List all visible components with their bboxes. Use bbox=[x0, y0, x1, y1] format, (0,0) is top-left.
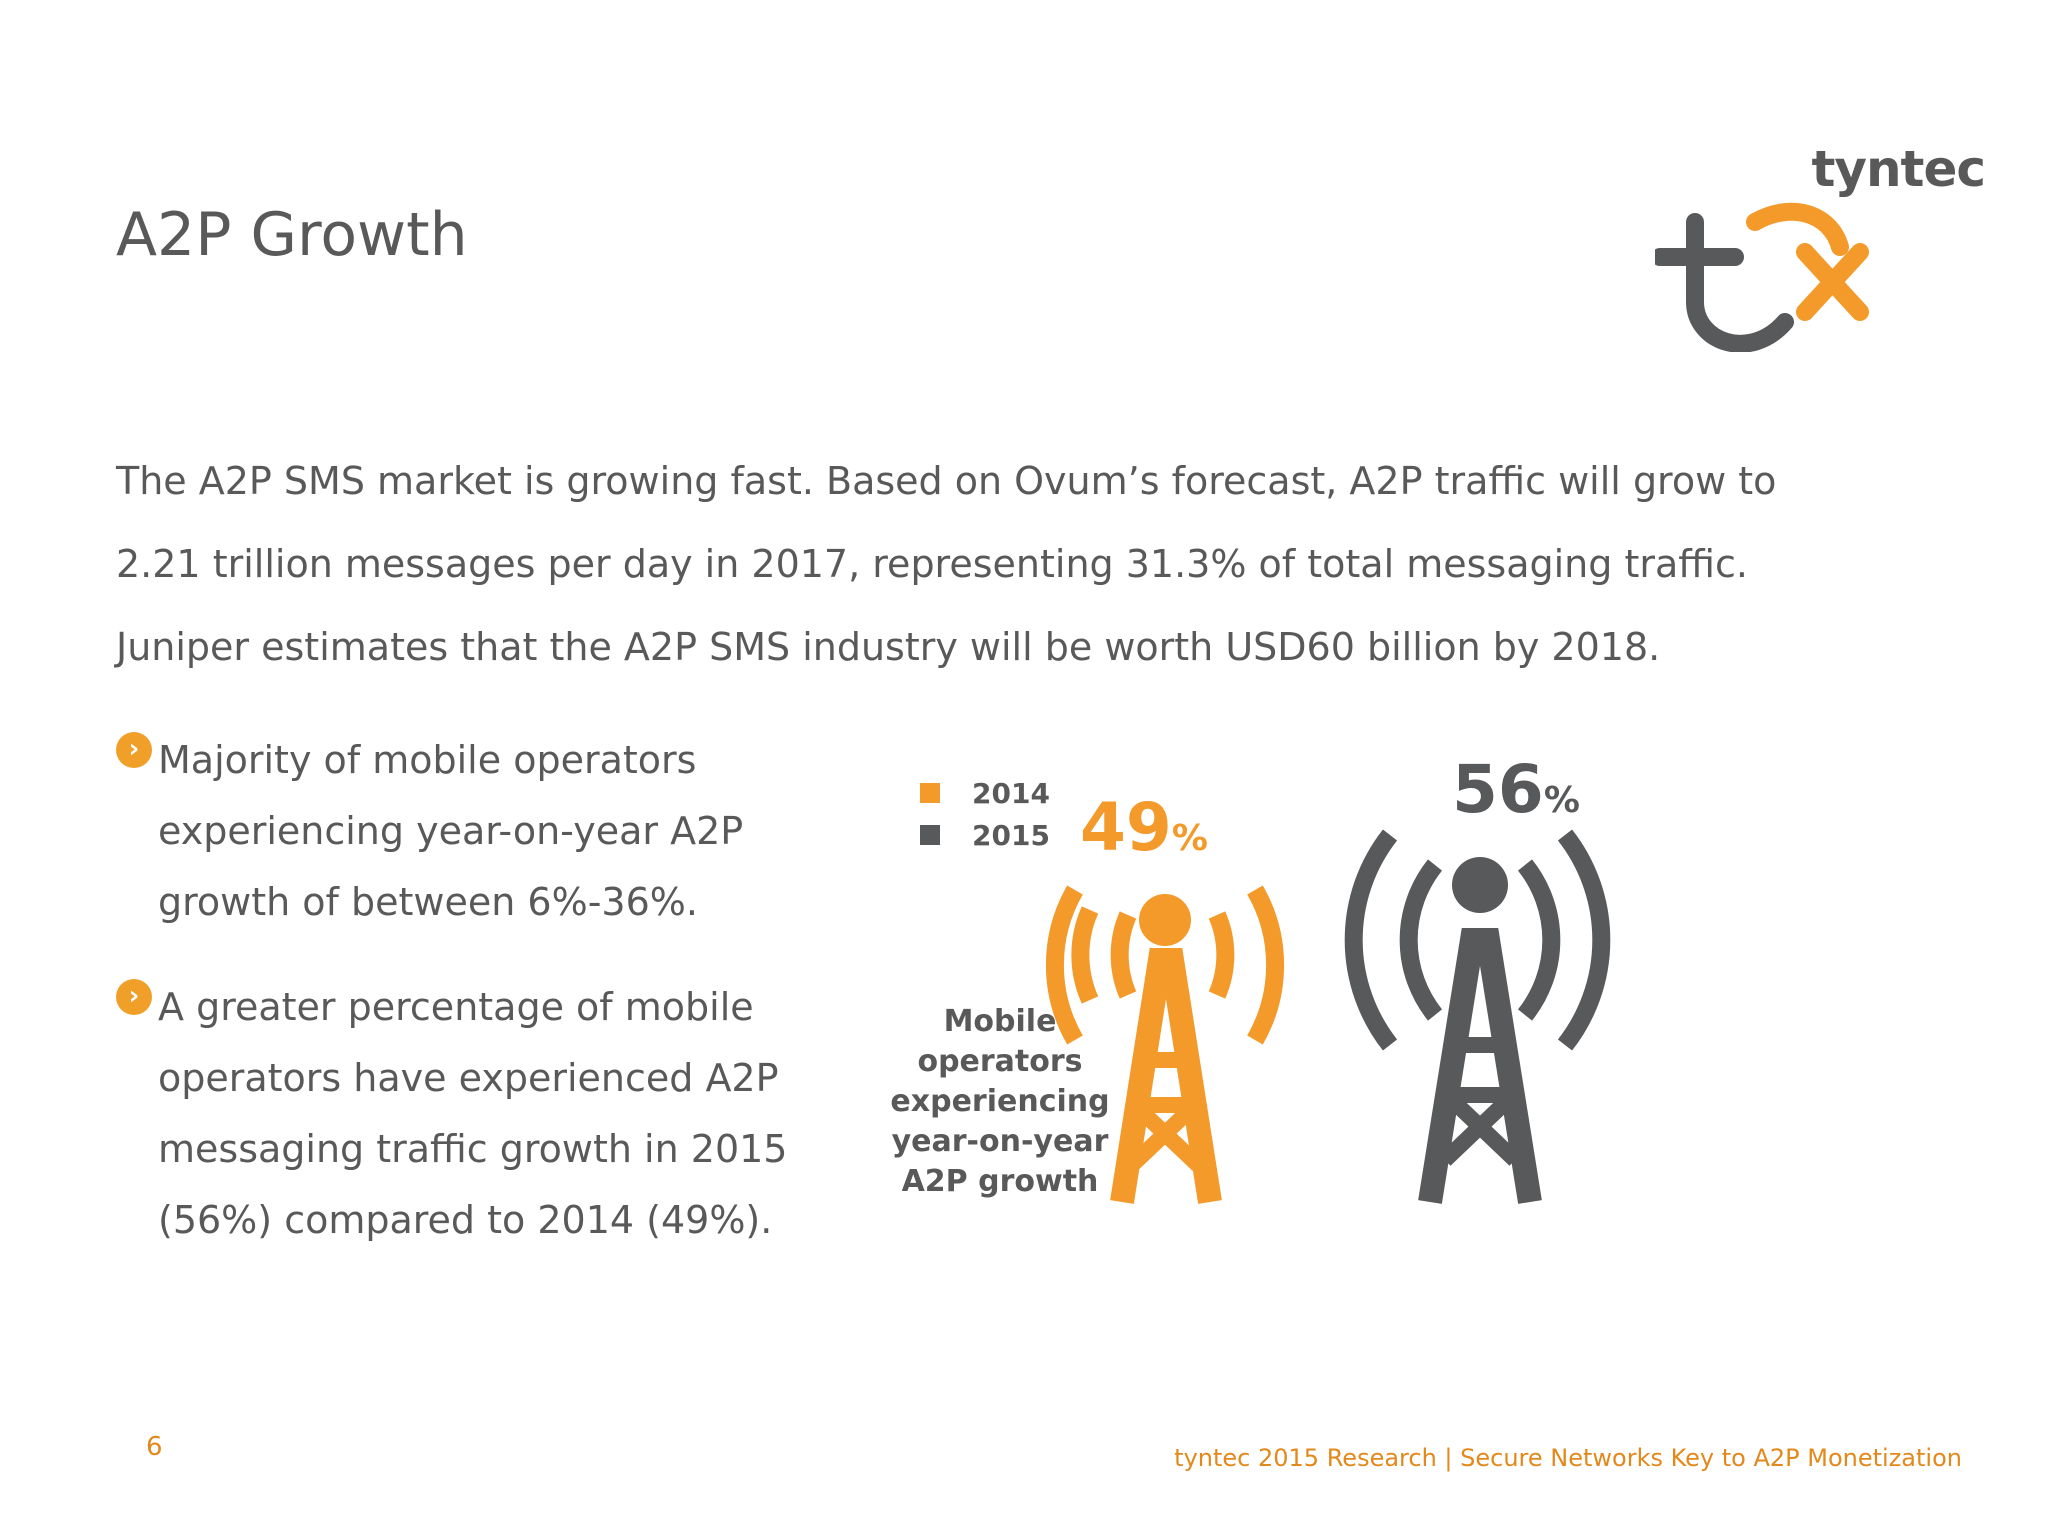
bullet-text: A greater percentage of mobile operators… bbox=[158, 985, 788, 1242]
infographic-caption: Mobile operators experiencing year-on-ye… bbox=[880, 1002, 1120, 1202]
legend: 2014 2015 bbox=[920, 772, 1050, 856]
percentage-2015: 56% bbox=[1452, 751, 1580, 828]
legend-item-2014: 2014 bbox=[920, 772, 1050, 814]
legend-label: 2015 bbox=[972, 818, 1050, 852]
chevron-right-circle-icon: › bbox=[116, 732, 152, 768]
unit-2015: % bbox=[1544, 780, 1580, 821]
footer-text: tyntec 2015 Research | Secure Networks K… bbox=[1174, 1444, 1962, 1472]
value-2015: 56 bbox=[1452, 751, 1544, 828]
caption-line: A2P growth bbox=[901, 1164, 1099, 1199]
intro-line: The A2P SMS market is growing fast. Base… bbox=[116, 459, 1777, 503]
tyntec-tx-logo-icon bbox=[1655, 202, 1869, 352]
bullet-item: › Majority of mobile operators experienc… bbox=[116, 725, 796, 938]
bullet-text: Majority of mobile operators experiencin… bbox=[158, 738, 744, 924]
caption-line: Mobile bbox=[943, 1004, 1057, 1039]
radio-tower-icon bbox=[1344, 829, 1611, 1204]
percentage-2014: 49% bbox=[1080, 789, 1208, 866]
slide-title: A2P Growth bbox=[116, 200, 468, 270]
bullet-list: › Majority of mobile operators experienc… bbox=[116, 725, 796, 1290]
radio-tower-icon bbox=[1045, 885, 1285, 1204]
chevron-right-circle-icon: › bbox=[116, 979, 152, 1015]
towers-graphic: 49% 56% bbox=[1045, 751, 1611, 1204]
intro-line: 2.21 trillion messages per day in 2017, … bbox=[116, 542, 1748, 586]
bullet-item: › A greater percentage of mobile operato… bbox=[116, 972, 796, 1256]
caption-line: operators bbox=[917, 1044, 1083, 1079]
caption-line: year-on-year bbox=[891, 1124, 1109, 1159]
legend-item-2015: 2015 bbox=[920, 814, 1050, 856]
a2p-growth-infographic: 2014 2015 Mobile operators experiencing … bbox=[860, 740, 1700, 1230]
legend-swatch bbox=[920, 825, 940, 845]
caption-line: experiencing bbox=[890, 1084, 1110, 1119]
intro-paragraph: The A2P SMS market is growing fast. Base… bbox=[116, 440, 1777, 689]
legend-label: 2014 bbox=[972, 776, 1050, 810]
page-number: 6 bbox=[146, 1432, 163, 1462]
intro-line: Juniper estimates that the A2P SMS indus… bbox=[116, 625, 1661, 669]
tyntec-logo: tyntec bbox=[1655, 140, 1986, 352]
unit-2014: % bbox=[1172, 818, 1208, 859]
legend-swatch bbox=[920, 783, 940, 803]
logo-wordmark: tyntec bbox=[1811, 140, 1986, 198]
value-2014: 49 bbox=[1080, 789, 1172, 866]
